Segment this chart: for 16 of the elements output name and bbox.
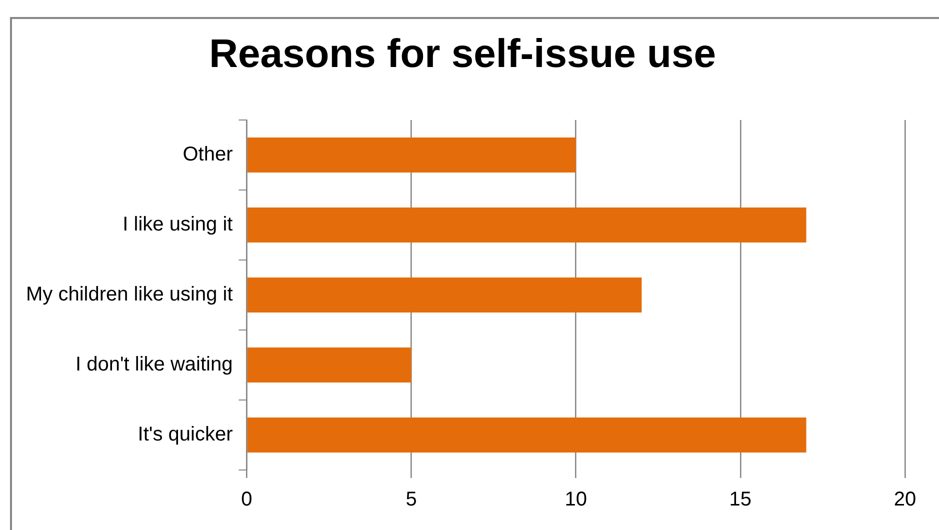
y-tick-label: It's quicker	[138, 424, 234, 446]
y-tick-label: Other	[182, 144, 234, 166]
bar	[247, 418, 806, 452]
x-tick-label: 0	[241, 488, 252, 511]
y-tick-label: I like using it	[122, 214, 234, 236]
x-tick-label: 10	[564, 488, 587, 511]
x-tick-label: 5	[406, 488, 417, 511]
x-tick-label: 15	[729, 488, 752, 511]
y-tick-label: I don't like waiting	[76, 354, 233, 376]
y-tick-label: My children like using it	[26, 284, 234, 306]
bar	[247, 208, 806, 242]
chart-title: Reasons for self-issue use	[209, 32, 716, 76]
bar	[247, 278, 642, 312]
bar	[247, 348, 412, 382]
x-tick-label: 20	[894, 488, 916, 511]
bar	[247, 138, 576, 172]
